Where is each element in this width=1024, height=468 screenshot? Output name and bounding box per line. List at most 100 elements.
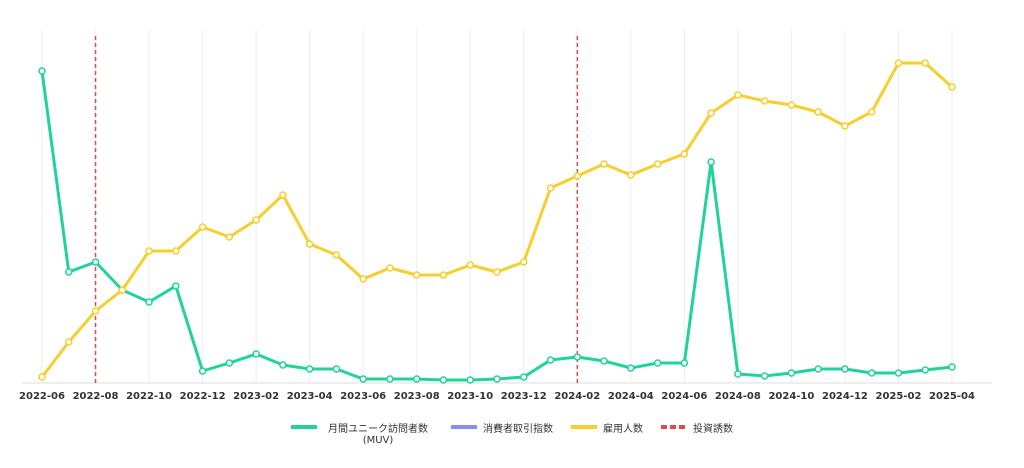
- point: [520, 258, 528, 266]
- point: [546, 184, 555, 192]
- point: [734, 91, 742, 99]
- point: [118, 286, 127, 294]
- point: [359, 375, 367, 383]
- point: [65, 338, 73, 346]
- x-tick-label: 2023-04: [287, 391, 333, 402]
- legend-swatch: [451, 425, 477, 429]
- x-tick-label: 2023-08: [394, 391, 440, 402]
- legend-label: 投資誘数: [693, 424, 733, 435]
- point: [466, 376, 474, 384]
- point: [386, 375, 394, 383]
- x-tick-label: 2023-02: [233, 391, 279, 402]
- point: [707, 109, 715, 117]
- legend: 月間ユニーク訪問者数 (MUV) 消費者取引指数 雇用人数 投資誘数: [0, 420, 1024, 446]
- x-tick-label: 2025-02: [876, 391, 922, 402]
- point: [305, 365, 314, 373]
- legend-label: 月間ユニーク訪問者数 (MUV): [328, 424, 428, 446]
- point: [332, 251, 341, 259]
- legend-swatch: [661, 425, 687, 429]
- legend-item[interactable]: 月間ユニーク訪問者数 (MUV): [291, 420, 433, 446]
- point: [520, 373, 528, 381]
- point: [921, 59, 929, 67]
- chart: 2022-06 2022-08 2022-10 2022-12 2023-02 2023-…: [19, 30, 992, 402]
- x-tick-label: 2022-08: [73, 391, 119, 402]
- legend-item[interactable]: 投資誘数: [661, 420, 733, 446]
- point: [948, 83, 956, 91]
- point: [894, 59, 903, 67]
- point: [279, 191, 287, 199]
- point: [573, 353, 582, 361]
- point: [653, 160, 662, 168]
- point: [145, 247, 153, 255]
- point: [814, 108, 822, 116]
- x-tick-label: 2025-04: [929, 391, 975, 402]
- legend-label: 消費者取引指数: [483, 424, 553, 435]
- legend-swatch: [571, 425, 597, 429]
- point: [359, 275, 367, 283]
- point: [841, 365, 849, 373]
- point: [386, 264, 394, 272]
- point: [412, 271, 421, 279]
- point: [653, 359, 662, 367]
- legend-label: 雇用人数: [603, 424, 643, 435]
- point: [680, 150, 689, 158]
- x-tick-label: 2024-10: [768, 391, 814, 402]
- point: [787, 369, 796, 377]
- point: [894, 369, 903, 377]
- x-tick-label: 2024-08: [715, 391, 761, 402]
- point: [466, 261, 474, 269]
- point: [600, 160, 608, 168]
- point: [439, 271, 448, 279]
- legend-swatch: [291, 425, 317, 429]
- point: [172, 282, 180, 290]
- legend-item[interactable]: 消費者取引指数: [451, 420, 553, 446]
- point: [65, 268, 73, 276]
- point: [841, 122, 849, 130]
- point: [948, 363, 956, 371]
- point: [760, 97, 769, 105]
- x-tick-label: 2023-06: [340, 391, 386, 402]
- point: [172, 247, 180, 255]
- point: [680, 359, 689, 367]
- point: [921, 366, 929, 374]
- point: [252, 350, 260, 358]
- point: [814, 365, 822, 373]
- point: [546, 356, 555, 364]
- point: [252, 216, 260, 224]
- point: [627, 364, 635, 372]
- point: [734, 370, 742, 378]
- point: [439, 376, 448, 384]
- point: [279, 361, 287, 369]
- legend-item[interactable]: 雇用人数: [571, 420, 643, 446]
- point: [305, 240, 314, 248]
- point: [573, 172, 582, 180]
- point: [38, 373, 46, 381]
- point: [198, 223, 207, 231]
- point: [198, 367, 207, 375]
- point: [91, 258, 100, 266]
- point: [332, 365, 341, 373]
- x-tick-label: 2024-02: [554, 391, 600, 402]
- point: [627, 171, 635, 179]
- point: [145, 298, 153, 306]
- point: [412, 375, 421, 383]
- point: [600, 357, 608, 365]
- x-tick-label: 2023-10: [447, 391, 493, 402]
- point: [493, 375, 501, 383]
- x-tick-label: 2022-10: [126, 391, 172, 402]
- point: [91, 307, 100, 315]
- point: [707, 158, 715, 166]
- point: [787, 101, 796, 109]
- point: [867, 369, 876, 377]
- point: [225, 233, 234, 241]
- point: [760, 372, 769, 380]
- x-tick-label: 2023-12: [501, 391, 547, 402]
- point: [38, 67, 46, 75]
- x-tick-label: 2022-12: [180, 391, 226, 402]
- point: [867, 108, 876, 116]
- x-tick-label: 2024-04: [608, 391, 654, 402]
- x-tick-label: 2024-12: [822, 391, 868, 402]
- point: [493, 268, 501, 276]
- x-tick-label: 2024-06: [661, 391, 707, 402]
